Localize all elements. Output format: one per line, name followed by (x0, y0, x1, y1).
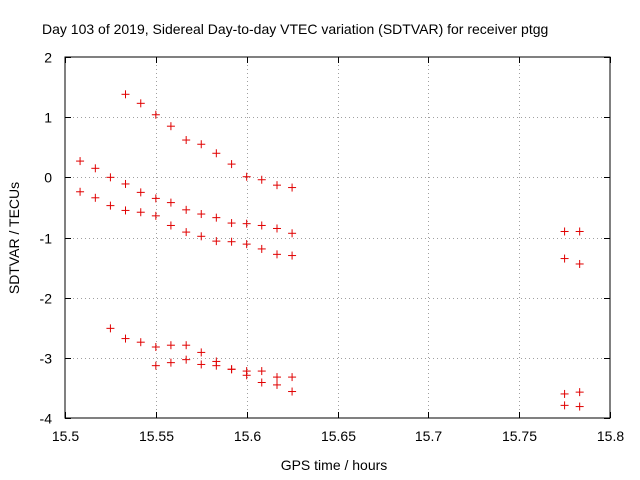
data-point (575, 259, 584, 268)
data-point (182, 205, 191, 214)
data-point (257, 175, 266, 184)
data-point (257, 367, 266, 376)
x-tick-label: 15.7 (415, 428, 442, 444)
data-point (212, 237, 221, 246)
data-point (273, 181, 282, 190)
data-point (91, 193, 100, 202)
data-point (182, 228, 191, 237)
y-tick-label: 1 (44, 110, 52, 126)
data-point (136, 99, 145, 108)
data-point (136, 208, 145, 217)
data-point (273, 373, 282, 382)
data-point (242, 240, 251, 249)
data-point (151, 110, 160, 119)
data-point (121, 206, 130, 215)
data-point (227, 219, 236, 228)
data-point (288, 229, 297, 238)
data-point (242, 219, 251, 228)
data-point (242, 371, 251, 380)
data-point (212, 149, 221, 158)
data-point (151, 194, 160, 203)
data-point (91, 164, 100, 173)
data-point (560, 401, 569, 410)
x-axis-label: GPS time / hours (281, 457, 388, 473)
data-point (182, 341, 191, 350)
data-points (76, 90, 584, 411)
data-point (166, 198, 175, 207)
data-point (197, 140, 206, 149)
y-tick-labels: -4 -3 -2 -1 0 1 2 (40, 50, 53, 427)
x-tick-label: 15.75 (502, 428, 537, 444)
data-point (288, 183, 297, 192)
data-point (575, 227, 584, 236)
data-point (76, 157, 85, 166)
data-point (288, 387, 297, 396)
data-point (166, 221, 175, 230)
data-point (227, 160, 236, 169)
data-point (151, 211, 160, 220)
data-point (136, 188, 145, 197)
data-point (575, 388, 584, 397)
data-point (560, 227, 569, 236)
x-tick-label: 15.55 (139, 428, 174, 444)
x-tick-label: 15.5 (52, 428, 79, 444)
data-point (106, 324, 115, 333)
data-point (560, 389, 569, 398)
data-point (121, 90, 130, 99)
data-point (197, 360, 206, 369)
x-tick-label: 15.6 (234, 428, 261, 444)
data-point (560, 254, 569, 263)
data-point (197, 348, 206, 357)
data-point (151, 343, 160, 352)
x-tick-labels: 15.5 15.55 15.6 15.65 15.7 15.75 15.8 (52, 428, 624, 444)
data-point (242, 172, 251, 181)
grid-lines (65, 57, 610, 418)
plot-frame (64, 56, 611, 419)
data-point (575, 402, 584, 411)
y-tick-label: -2 (40, 291, 53, 307)
data-point (166, 341, 175, 350)
data-point (136, 338, 145, 347)
data-point (257, 378, 266, 387)
data-point (106, 173, 115, 182)
data-point (182, 136, 191, 145)
data-point (121, 334, 130, 343)
data-point (288, 373, 297, 382)
data-point (227, 237, 236, 246)
data-point (166, 358, 175, 367)
data-point (273, 380, 282, 389)
y-tick-label: -1 (40, 231, 53, 247)
y-tick-label: -3 (40, 351, 53, 367)
data-point (197, 232, 206, 241)
data-point (227, 365, 236, 374)
axis-ticks (65, 57, 611, 419)
y-tick-label: 0 (44, 170, 52, 186)
data-point (212, 361, 221, 370)
data-point (121, 179, 130, 188)
y-tick-label: 2 (44, 50, 52, 66)
data-point (288, 251, 297, 260)
data-point (273, 224, 282, 233)
data-point (151, 361, 160, 370)
data-point (257, 244, 266, 253)
data-point (76, 187, 85, 196)
data-point (273, 250, 282, 259)
data-point (106, 201, 115, 210)
x-tick-label: 15.65 (321, 428, 356, 444)
y-axis-label: SDTVAR / TECUs (6, 182, 22, 294)
data-point (182, 355, 191, 364)
y-tick-label: -4 (40, 411, 53, 427)
data-point (212, 213, 221, 222)
chart-title: Day 103 of 2019, Sidereal Day-to-day VTE… (42, 21, 548, 37)
x-tick-label: 15.8 (597, 428, 624, 444)
data-point (257, 221, 266, 230)
data-point (166, 122, 175, 131)
data-point (197, 210, 206, 219)
